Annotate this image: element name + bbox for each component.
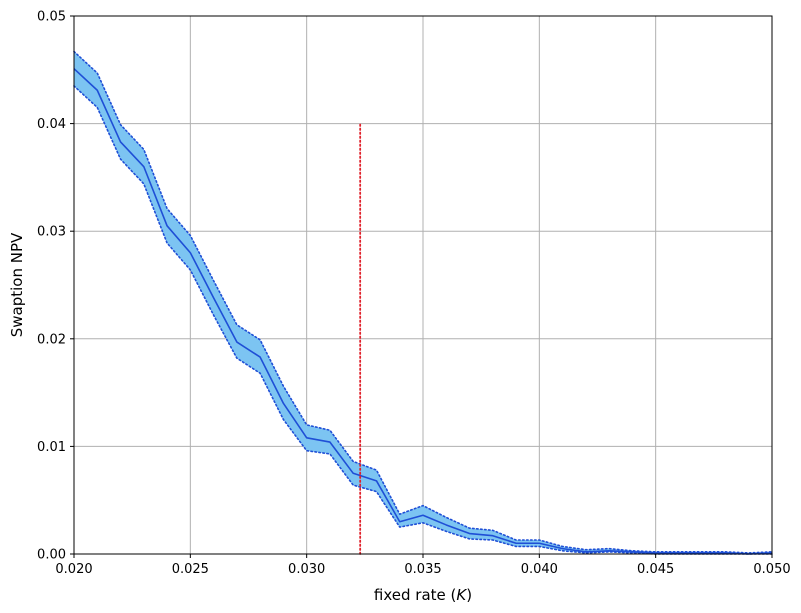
y-tick-label: 0.00 (37, 548, 66, 563)
y-axis-ticks: 0.00 0.01 0.02 0.03 0.04 0.05 (37, 10, 74, 563)
x-tick-label: 0.045 (637, 562, 674, 577)
y-tick-label: 0.01 (37, 440, 66, 455)
band-area (74, 51, 772, 555)
x-axis-ticks: 0.020 0.025 0.030 0.035 0.040 0.045 0.050 (55, 554, 791, 577)
x-axis-label: fixed rate (K) (374, 586, 472, 604)
grid-lines (73, 15, 773, 555)
npv-line (73, 68, 773, 555)
x-tick-label: 0.040 (521, 562, 558, 577)
x-tick-label: 0.035 (404, 562, 441, 577)
x-tick-label: 0.020 (55, 562, 92, 577)
y-tick-label: 0.03 (37, 225, 66, 240)
y-axis-label: Swaption NPV (8, 232, 26, 337)
confidence-band (74, 51, 772, 555)
x-tick-label: 0.030 (288, 562, 325, 577)
y-tick-label: 0.05 (37, 10, 66, 25)
y-tick-label: 0.02 (37, 332, 66, 347)
x-tick-label: 0.025 (172, 562, 209, 577)
x-axis-label-text: fixed rate (374, 586, 446, 604)
y-tick-label: 0.04 (37, 117, 66, 132)
x-tick-label: 0.050 (753, 562, 790, 577)
x-axis-label-symbol: K (456, 586, 467, 604)
upper-bound-line (73, 50, 773, 554)
